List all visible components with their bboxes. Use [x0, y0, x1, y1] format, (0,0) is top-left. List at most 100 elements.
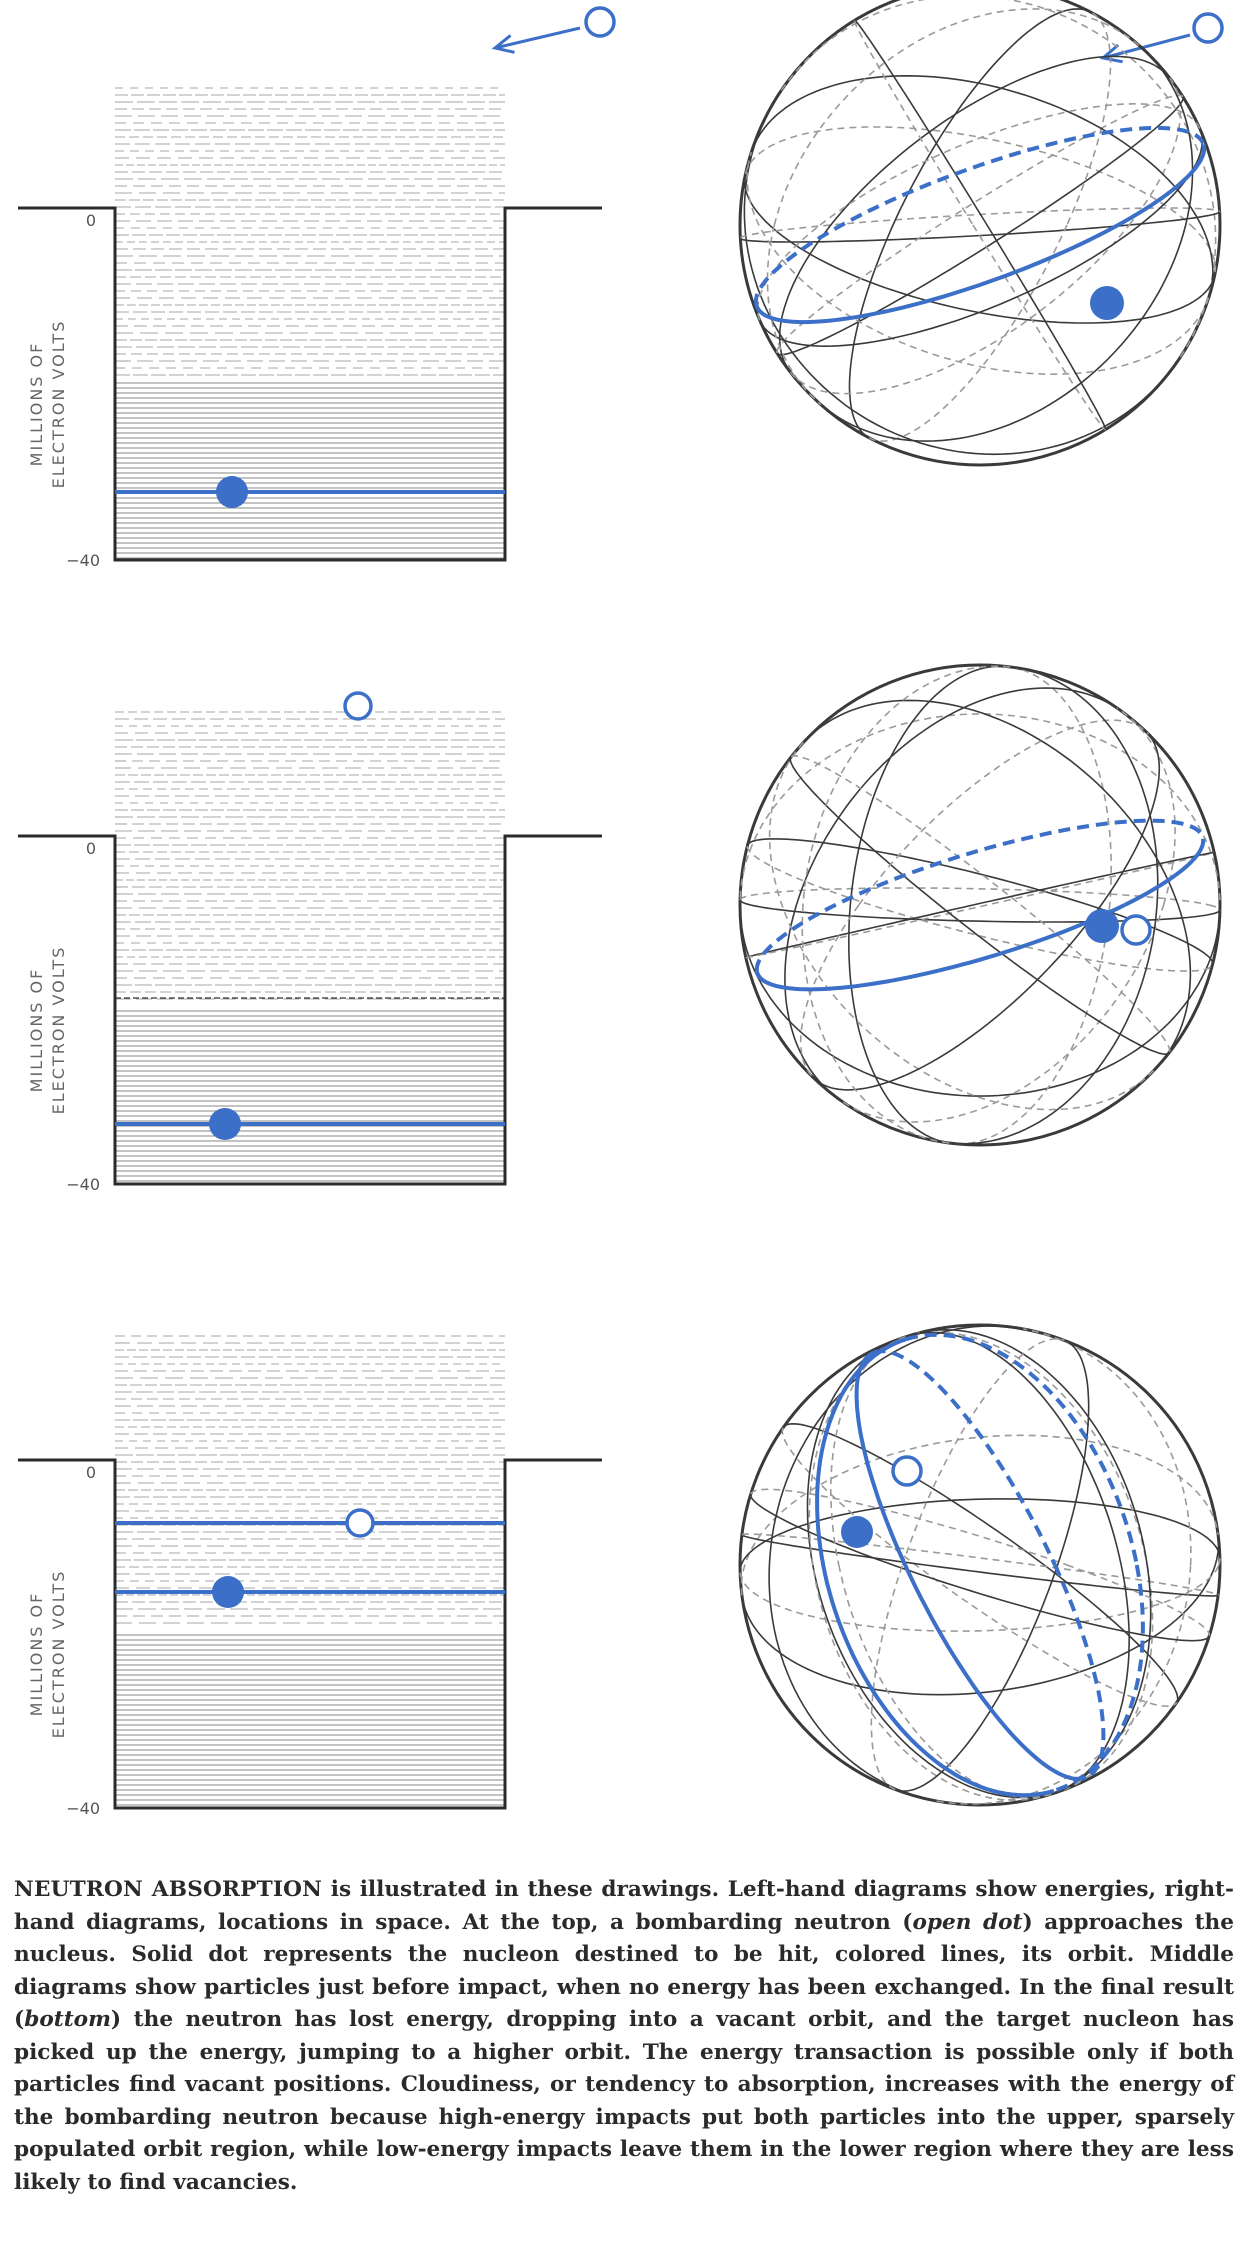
nucleon-orbit-ring	[781, 1427, 1178, 1708]
nucleon-orbit-ring	[1218, 1557, 1221, 1566]
nucleon-orbit-ring	[805, 699, 1179, 906]
y-axis-label-line1: MILLIONS OF	[27, 968, 46, 1093]
nucleon-orbit-ring	[820, 44, 1194, 442]
figure-caption: NEUTRON ABSORPTION is illustrated in the…	[14, 1874, 1234, 2199]
nucleon-orbit-ring	[1043, 1564, 1179, 1703]
nucleon-orbit-ring	[919, 1328, 1148, 1566]
nucleon-orbit-ring	[776, 224, 1022, 356]
nucleon-orbit-ring	[905, 1331, 1131, 1794]
nucleon-orbit-ring	[925, 1564, 1219, 1597]
nucleon-orbit-ring	[806, 1338, 1061, 1799]
nucleon-orbit-ring	[1088, 904, 1214, 964]
y-axis-label-line1: MILLIONS OF	[27, 342, 46, 467]
nucleon-orbit-ring	[949, 904, 1111, 1145]
nucleon-orbit-ring	[741, 1564, 1216, 1696]
caption-emphasis-1: open dot	[912, 1909, 1023, 1935]
energy-well-panel-top: 0 −40 MILLIONS OF ELECTRON VOLTS	[18, 87, 602, 570]
y-axis-label-line2: ELECTRON VOLTS	[49, 946, 68, 1115]
nucleon-orbit-ring	[936, 1564, 1192, 1805]
nucleon-orbit-ring	[1190, 224, 1217, 277]
incoming-neutron-arrow-space	[1099, 12, 1224, 64]
incoming-neutron-arrow-energy	[491, 6, 616, 54]
nucleon-orbit-ring	[895, 1339, 1090, 1792]
nucleon-orbit-ring	[789, 756, 1170, 1056]
nucleon-orbit-ring	[847, 665, 1011, 1144]
nucleon-orbit-ring	[750, 74, 1202, 226]
arrow-shaft	[1102, 33, 1191, 60]
nucleon-orbit-ring	[901, 1338, 1065, 1566]
tick-label-zero: 0	[86, 1463, 96, 1482]
nucleon-orbit-ring	[1060, 1564, 1154, 1792]
nucleon-orbit-ring	[949, 666, 1159, 1145]
caption-lead: NEUTRON ABSORPTION	[14, 1877, 323, 1902]
target-new-orbit	[905, 1332, 1139, 1566]
nucleon-orbit-ring	[811, 733, 1161, 1091]
arrow-head	[1099, 43, 1123, 64]
nucleon-orbit-ring	[867, 224, 1068, 442]
nucleus-sphere-diagrams	[738, 0, 1222, 1807]
nucleon-orbit-ring	[801, 904, 951, 1144]
nucleon-orbit-ring	[773, 8, 1140, 226]
target-nucleon-dot	[1085, 909, 1119, 943]
nucleon-orbit-ring	[768, 738, 1155, 1111]
nucleon-orbit-ring	[739, 1564, 1220, 1632]
tick-label-zero: 0	[86, 211, 96, 230]
nucleon-orbit-ring	[870, 1564, 904, 1791]
nucleon-orbit-ring	[1066, 12, 1112, 226]
nucleon-orbit-ring	[740, 1434, 1219, 1596]
neutron-open-dot	[1120, 914, 1152, 946]
nucleon-orbit-ring	[745, 851, 1216, 959]
caption-emphasis-2: bottom	[24, 2007, 111, 2032]
nucleon-orbit-ring	[776, 94, 1184, 354]
nucleon-orbit-ring	[739, 887, 1210, 906]
nucleon-orbit-ring	[790, 754, 1022, 906]
nucleon-orbit-ring	[853, 19, 1107, 430]
target-orbit	[754, 223, 1120, 325]
nucleon-orbit-ring	[768, 1325, 1024, 1802]
nucleon-orbit-ring	[741, 1533, 1220, 1596]
caption-text-1: is illustrated in these drawings. Left-h…	[14, 1877, 1234, 1935]
nucleon-orbit-ring	[749, 1488, 1068, 1566]
target-orbit-middle	[754, 818, 1206, 992]
nucleon-orbit-ring	[739, 899, 1221, 923]
caption-text-2: ) approaches the nucleus. Solid dot repr…	[14, 1909, 1234, 2033]
target-new-orbit	[815, 1337, 1055, 1798]
nucleon-orbit-ring	[799, 904, 860, 1077]
target-nucleon-dot	[209, 1108, 241, 1140]
y-axis-label-line2: ELECTRON VOLTS	[49, 1570, 68, 1739]
potential-well-outline	[18, 834, 602, 1186]
target-orbit	[1117, 143, 1207, 227]
sphere-outline	[738, 1323, 1222, 1807]
target-orbit-top	[753, 125, 1207, 325]
nucleon-orbit-ring	[842, 904, 1165, 1123]
neutron-open-dot	[584, 6, 616, 38]
tick-label-zero: 0	[86, 839, 96, 858]
target-nucleon-dot	[212, 1576, 244, 1608]
tick-label-minus-40: −40	[66, 551, 100, 570]
nucleon-orbit-ring	[740, 207, 1221, 239]
caption-text-3: ) the neutron has lost energy, dropping …	[14, 2007, 1234, 2195]
nucleon-orbit-ring	[1020, 96, 1184, 226]
target-nucleon-dot	[841, 1516, 873, 1548]
nucleon-orbit-ring	[749, 1493, 1211, 1642]
target-orbit	[754, 818, 1206, 972]
target-nucleon-dot	[216, 476, 248, 508]
nucleon-orbit-ring	[899, 1331, 1148, 1566]
nucleon-orbit-ring	[1066, 1564, 1211, 1637]
nucleon-orbit-ring	[1128, 77, 1182, 226]
nucleon-orbit-ring	[838, 1564, 1055, 1799]
nucleon-orbit-ring	[1129, 211, 1220, 226]
nucleon-orbit-ring	[744, 904, 974, 959]
target-orbit	[1123, 838, 1206, 907]
nucleon-orbit-ring	[739, 897, 1221, 1097]
nucleon-orbit-ring	[743, 173, 1216, 324]
potential-well-outline	[18, 1458, 602, 1810]
nucleon-orbit-ring	[789, 224, 1130, 395]
nucleon-orbit-ring	[780, 0, 1216, 226]
nucleon-orbit-ring	[972, 224, 1107, 431]
nucleon-orbit-ring	[784, 687, 1118, 1103]
potential-well-outline	[18, 206, 602, 562]
nucleus-sphere-middle	[738, 663, 1222, 1147]
